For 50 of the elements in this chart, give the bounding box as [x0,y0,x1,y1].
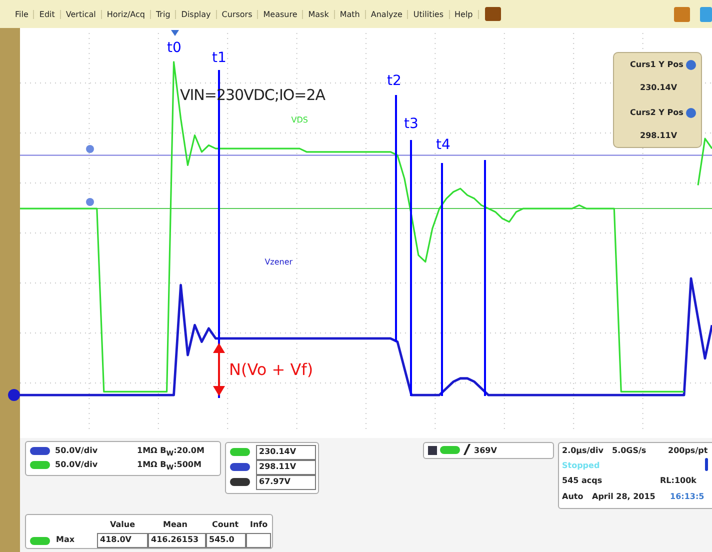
annotation: t1 [212,50,226,66]
text: VDS [291,116,308,125]
annotation: N(Vo + Vf) [229,360,314,379]
text: 2.0µs/div [562,446,604,455]
text: Count [212,520,239,529]
annotation: 298.11V [640,131,678,140]
text: 416.26153 [151,535,199,544]
text: 230.14V [259,447,296,456]
annotation: t2 [387,73,402,89]
text: Horiz/Acq [102,10,151,18]
text: Value [110,520,136,529]
text: 5.0GS/s [612,446,646,455]
text: File [10,10,34,18]
text: Trig [150,10,176,18]
annotation: 230.14V [640,83,678,92]
text: Auto [562,492,584,501]
annotation: t4 [423,137,464,153]
text: Mean [163,520,188,529]
text: 50.0V/div [55,460,98,469]
text: 67.97V [259,477,290,486]
text: t0 [167,40,182,56]
text: 200ps/pt [668,446,708,455]
text: Cursors [216,10,258,18]
text: 1MΩ B$_{W}$:500M [137,460,202,472]
text: Display [176,10,217,18]
text: Vzener [264,257,294,266]
text: Info [250,520,268,529]
annotation: Curs2 Y Pos [630,108,684,117]
text: 369V [474,446,497,455]
text: 50.0V/div [55,446,98,455]
text: Stopped [562,461,600,470]
text: Edit [34,10,61,18]
text: 545.0 [209,535,234,544]
text: April 28, 2015 [592,492,656,501]
text: 418.0V [100,535,132,544]
text: Analyze [366,10,408,18]
annotation: t3 [404,116,418,132]
text: Measure [258,10,304,18]
text: 16:13:5 [670,492,704,501]
text: Utilities [408,10,450,18]
text: 298.11V [259,462,296,471]
text: Max [56,535,75,544]
text: 1MΩ B$_{W}$:20.0M [137,446,204,458]
text: Mask [303,10,335,18]
text: 545 acqs [562,476,602,485]
text: RL:100k [660,476,696,485]
annotation: Curs1 Y Pos [630,60,684,69]
text: Math [334,10,366,18]
text: Vertical [60,10,102,18]
text: Help [450,10,479,18]
